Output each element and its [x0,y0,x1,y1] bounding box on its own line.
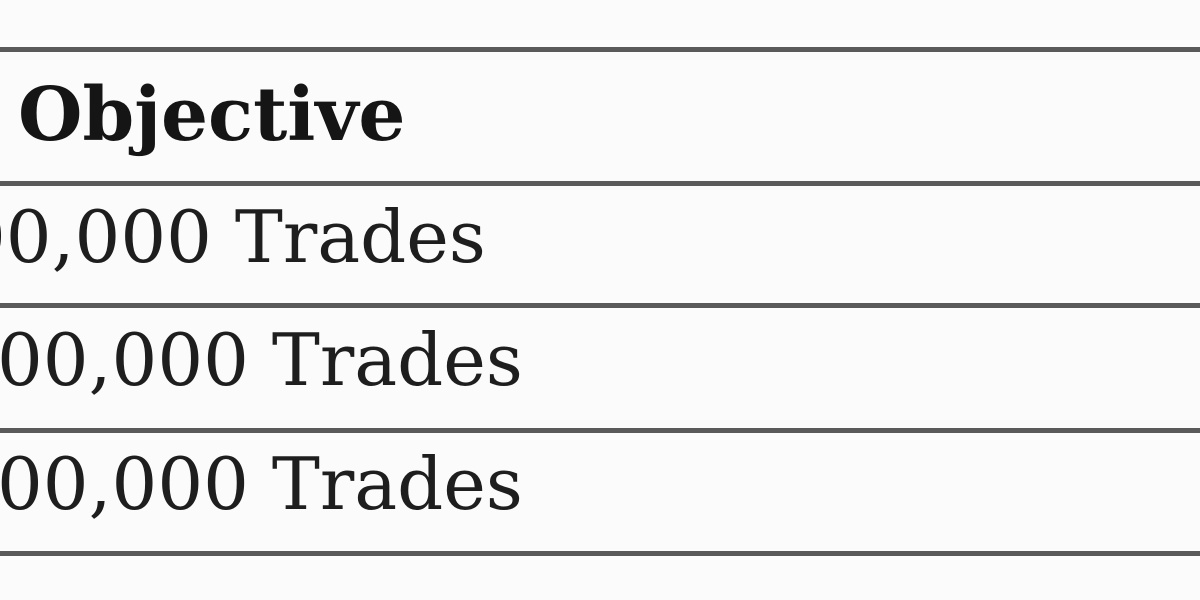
table-row: 00,000 Trades [0,195,486,279]
table-row: 00,000 Trades [0,442,523,526]
row-divider [0,303,1200,308]
table-row: 00,000 Trades [0,318,523,402]
column-header-objective: Objective [18,72,406,158]
row-divider [0,428,1200,433]
row-divider [0,181,1200,186]
table-top-border [0,47,1200,52]
table-bottom-border [0,551,1200,556]
